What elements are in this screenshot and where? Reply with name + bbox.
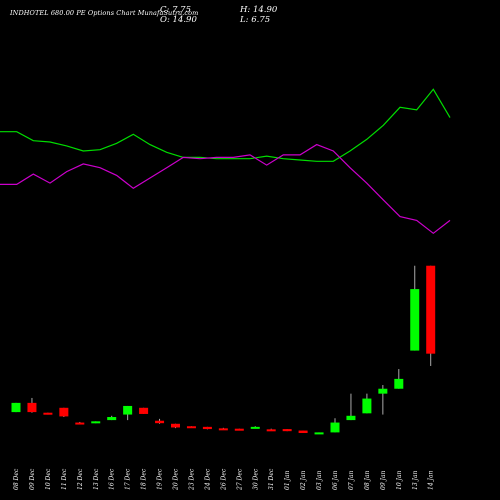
candle-body-down xyxy=(75,422,85,425)
candle xyxy=(155,418,165,424)
candle xyxy=(298,430,308,434)
candle xyxy=(394,369,404,389)
candle xyxy=(266,428,276,432)
x-tick-label: 17 Dec xyxy=(125,468,132,490)
low-value: L: 6.75 xyxy=(240,15,271,25)
candle-body-up xyxy=(11,402,21,413)
x-tick-label: 13 Jan xyxy=(412,470,419,490)
candle xyxy=(218,427,228,431)
x-tick-label: 12 Dec xyxy=(77,468,84,490)
candle xyxy=(75,421,85,425)
candle xyxy=(43,412,53,415)
candle-body-up xyxy=(107,417,117,421)
candle-body-up xyxy=(394,378,404,389)
candle-body-down xyxy=(139,407,149,414)
candle xyxy=(410,265,420,351)
candle-body-up xyxy=(123,405,133,415)
x-tick-label: 10 Jan xyxy=(396,470,403,490)
x-tick-label: 09 Dec xyxy=(29,468,36,490)
candle-body-down xyxy=(186,426,196,429)
x-tick-label: 16 Dec xyxy=(109,468,116,490)
high-value: H: 14.90 xyxy=(240,5,278,15)
x-tick-label: 08 Dec xyxy=(13,468,20,490)
candle xyxy=(139,407,149,414)
open-value: O: 14.90 xyxy=(160,15,197,25)
chart-title: INDHOTEL 680.00 PE Options Chart MunafaS… xyxy=(10,9,199,17)
candle-body-up xyxy=(410,289,420,351)
candle xyxy=(123,405,133,421)
candle-body-down xyxy=(59,407,69,417)
x-tick-label: 31 Dec xyxy=(268,468,275,490)
candle xyxy=(282,429,292,432)
candle-body-down xyxy=(27,402,37,413)
candle xyxy=(234,428,244,431)
x-tick-label: 10 Dec xyxy=(45,468,52,490)
candle xyxy=(91,421,101,424)
candle xyxy=(107,415,117,421)
candle-body-up xyxy=(330,422,340,433)
candle xyxy=(171,423,180,429)
x-tick-label: 11 Dec xyxy=(61,468,68,490)
candle-body-up xyxy=(91,421,101,424)
x-tick-label: 02 Jan xyxy=(300,470,307,490)
candle-body-up xyxy=(314,432,324,435)
candle-body-down xyxy=(218,428,228,431)
overlay-line-2 xyxy=(0,143,451,235)
candle xyxy=(426,265,436,366)
candle-body-up xyxy=(250,426,260,429)
candle-body-down xyxy=(202,426,212,430)
candle xyxy=(11,402,21,413)
x-tick-label: 08 Jan xyxy=(364,470,371,490)
x-tick-label: 18 Dec xyxy=(141,468,148,490)
overlay-lines xyxy=(0,88,451,235)
candles xyxy=(11,265,436,435)
candle-body-down xyxy=(234,428,244,431)
x-tick-label: 03 Jan xyxy=(316,470,323,490)
candle xyxy=(314,432,324,435)
candle-body-down xyxy=(155,420,165,424)
candle-body-up xyxy=(346,415,356,421)
x-tick-label: 14 Jan xyxy=(428,470,435,490)
candle-body-down xyxy=(426,265,436,354)
candle xyxy=(59,407,69,418)
candle-body-down xyxy=(266,429,276,432)
close-value: C: 7.75 xyxy=(160,5,191,15)
candle xyxy=(202,426,212,430)
candle xyxy=(362,393,372,414)
x-tick-label: 24 Dec xyxy=(204,468,211,491)
candle-body-down xyxy=(171,423,180,428)
x-tick-label: 07 Jan xyxy=(348,470,355,490)
x-tick-label: 23 Dec xyxy=(188,468,195,491)
candle-body-down xyxy=(43,412,53,415)
x-tick-label: 09 Jan xyxy=(380,470,387,490)
x-tick-label: 13 Dec xyxy=(93,468,100,490)
candle xyxy=(346,393,356,421)
candle xyxy=(330,418,340,433)
x-tick-label: 06 Jan xyxy=(332,470,339,490)
x-tick-label: 20 Dec xyxy=(173,468,180,491)
candle xyxy=(250,426,260,429)
candle-body-down xyxy=(282,429,292,432)
x-axis-labels: 08 Dec 09 Dec 10 Dec 11 Dec 12 Dec 13 Dec 16 D… xyxy=(13,468,435,491)
overlay-line-1 xyxy=(0,88,451,162)
candle-body-down xyxy=(298,430,308,434)
x-tick-label: 01 Jan xyxy=(284,470,291,490)
candle xyxy=(186,426,196,429)
x-tick-label: 27 Dec xyxy=(236,468,243,491)
candle-body-up xyxy=(378,388,388,394)
x-tick-label: 19 Dec xyxy=(157,468,164,490)
x-tick-label: 30 Dec xyxy=(252,468,259,490)
candle xyxy=(378,385,388,415)
candle xyxy=(27,397,37,413)
x-tick-label: 26 Dec xyxy=(220,468,227,491)
candle-body-up xyxy=(362,398,372,414)
